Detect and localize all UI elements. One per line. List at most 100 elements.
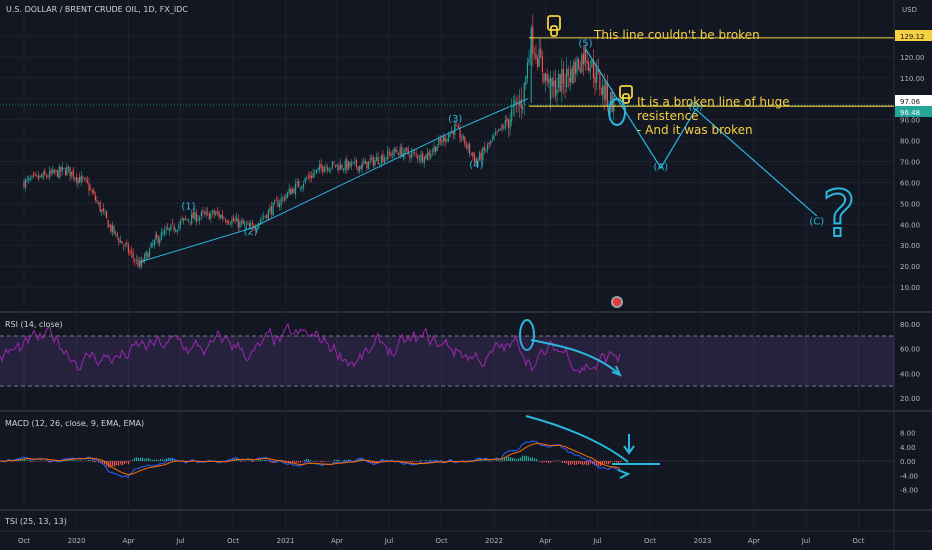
candle-body	[582, 53, 585, 65]
macd-hist-bar	[528, 456, 530, 461]
candle-body	[520, 99, 522, 109]
candle-body	[581, 54, 583, 73]
price-axis[interactable]: USD 120.00110.00100.0090.0080.0070.0060.…	[895, 6, 932, 292]
tsi-title[interactable]: TSI (25, 13, 13)	[4, 517, 67, 526]
macd-hist-bar	[620, 461, 622, 463]
wave-projection-path[interactable]	[584, 48, 818, 217]
macd-hist-bar	[576, 461, 578, 465]
macd-hist-bar	[266, 459, 268, 461]
candle-body	[96, 200, 98, 202]
macd-hist-bar	[506, 456, 508, 461]
candle-body	[42, 172, 44, 179]
candle-body	[483, 146, 485, 150]
candle-body	[558, 73, 560, 88]
rsi-trend-arrow[interactable]	[530, 339, 619, 374]
candle-body	[150, 243, 152, 248]
macd-hist-bar	[500, 461, 502, 462]
candle-body	[554, 79, 557, 97]
candle-body	[187, 219, 190, 221]
time-axis-label: Jul	[384, 537, 394, 545]
price-tick-label: 40.00	[900, 221, 920, 229]
candle-body	[298, 181, 300, 188]
candle-body	[131, 250, 133, 253]
macd-hist-bar	[124, 461, 126, 464]
macd-hist-bar	[248, 460, 250, 461]
macd-hist-bar	[602, 461, 604, 465]
annotation-group[interactable]: This line couldn't be broken It is a bro…	[593, 28, 790, 137]
candle-body	[322, 166, 324, 172]
candle-body	[200, 212, 202, 216]
candle-body	[275, 199, 277, 201]
candle-body	[53, 170, 55, 173]
support-price-value: 96.48	[900, 109, 920, 117]
candle-body	[609, 92, 612, 106]
macd-title[interactable]: MACD (12, 26, close, 9, EMA, EMA)	[5, 419, 144, 428]
highlight-circle[interactable]	[608, 98, 626, 126]
macd-hist-bar	[150, 459, 152, 461]
candle-body	[488, 142, 490, 145]
candle-body	[283, 197, 285, 201]
chart-title[interactable]: U.S. DOLLAR / BRENT CRUDE OIL, 1D, FX_ID…	[6, 5, 188, 14]
macd-hist-bar	[160, 458, 162, 461]
candle-body	[132, 252, 134, 259]
candle-body	[36, 175, 38, 176]
candle-body	[494, 132, 497, 135]
candle-body	[232, 217, 235, 222]
candle-body	[323, 170, 325, 173]
macd-hist-bar	[240, 461, 242, 462]
macd-hist-bar	[430, 459, 432, 461]
macd-hist-bar	[130, 460, 132, 461]
macd-hist-bar	[530, 457, 532, 461]
candle-body	[498, 128, 500, 132]
pointing-hand-icon	[547, 15, 561, 37]
question-mark-drawing[interactable]: ?	[821, 177, 857, 253]
time-axis[interactable]: Oct 2020 Apr Jul Oct 2021 Apr Jul Oct 2022 Apr Jul O…	[18, 537, 865, 545]
candle-body	[55, 170, 57, 172]
price-tick-label: 60.00	[900, 179, 920, 187]
macd-axis[interactable]: 8.00 4.00 0.00 -4.00 -8.00	[900, 430, 918, 495]
macd-hist-bar	[586, 461, 588, 465]
candle-body	[449, 133, 451, 137]
candle-body	[439, 138, 441, 142]
candle-body	[33, 174, 35, 176]
macd-trend-curve[interactable]	[525, 415, 629, 463]
macd-hist-bar	[498, 460, 500, 461]
candle-body	[596, 68, 598, 83]
macd-hist-bar	[40, 460, 42, 461]
candle-body	[199, 216, 201, 220]
rsi-title[interactable]: RSI (14, close)	[5, 320, 63, 329]
macd-hist-bar	[28, 460, 30, 461]
candle-body	[294, 183, 297, 195]
rsi-highlight-circle[interactable]	[519, 319, 535, 351]
candle-body	[478, 152, 481, 160]
candle-body	[250, 224, 252, 226]
macd-tick-label: 0.00	[900, 458, 916, 466]
candle-body	[385, 157, 387, 159]
pointing-hand-icon	[619, 85, 633, 104]
candle-body	[312, 173, 314, 178]
candle-body	[207, 211, 209, 213]
time-axis-label: 2023	[694, 537, 712, 545]
macd-hist-bar	[414, 461, 416, 462]
flag-icon[interactable]	[611, 296, 623, 308]
candle-body	[293, 188, 295, 193]
candle-body	[530, 54, 532, 57]
macd-tick-label: -4.00	[900, 472, 918, 480]
time-axis-label: Jul	[175, 537, 185, 545]
candle-body	[102, 208, 104, 212]
candle-body	[61, 167, 63, 171]
rsi-axis[interactable]: 80.00 60.00 40.00 20.00	[900, 321, 920, 403]
rsi-line	[0, 322, 621, 375]
macd-hist-bar	[610, 461, 612, 463]
ascending-trendline[interactable]	[139, 98, 528, 263]
wave-label: (5)	[578, 39, 592, 50]
candle-body	[351, 162, 353, 166]
candle-body	[86, 180, 88, 183]
annotation-line1: This line couldn't be broken	[593, 28, 760, 42]
candle-body	[420, 154, 422, 161]
candle-body	[499, 128, 501, 130]
candle-body	[302, 183, 305, 188]
candle-body	[137, 260, 139, 267]
macd-hist-bar	[534, 458, 536, 461]
